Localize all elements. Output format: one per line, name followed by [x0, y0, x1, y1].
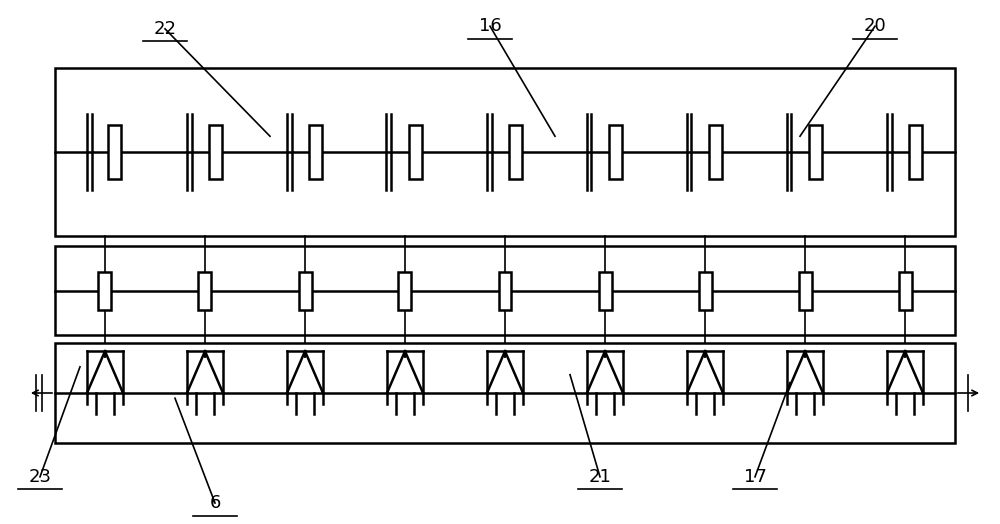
Bar	[808, 125, 822, 179]
Text: 21: 21	[589, 468, 611, 486]
Bar	[55, 343, 955, 443]
Bar	[398, 272, 412, 310]
Bar	[108, 125, 121, 179]
Bar	[798, 272, 812, 310]
Text: 17: 17	[744, 468, 766, 486]
Bar	[308, 125, 322, 179]
Bar	[409, 125, 422, 179]
Bar	[55, 68, 955, 236]
Bar	[55, 246, 955, 335]
Text: 23: 23	[28, 468, 52, 486]
Text: 6: 6	[209, 494, 221, 512]
Bar	[208, 125, 222, 179]
Bar	[598, 272, 612, 310]
Bar	[899, 272, 912, 310]
Bar	[298, 272, 312, 310]
Bar	[698, 272, 712, 310]
Text: 16: 16	[479, 17, 501, 35]
Bar	[509, 125, 522, 179]
Bar	[708, 125, 722, 179]
Text: 20: 20	[864, 17, 886, 35]
Text: 22: 22	[154, 20, 176, 38]
Bar	[909, 125, 922, 179]
Bar	[198, 272, 211, 310]
Bar	[98, 272, 111, 310]
Bar	[608, 125, 622, 179]
Bar	[498, 272, 511, 310]
